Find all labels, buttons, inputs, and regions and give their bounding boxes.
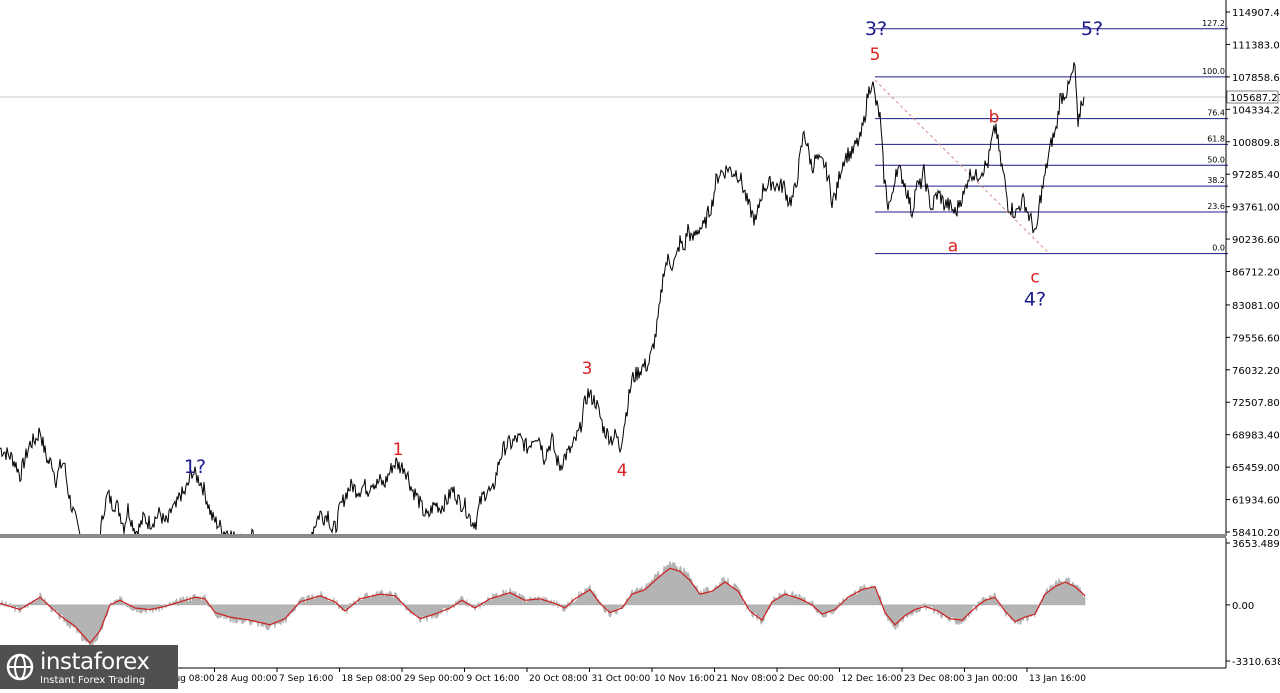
instaforex-logo: instaforex Instant Forex Trading — [0, 645, 178, 689]
time-tick-label: 3 Jan 00:00 — [967, 674, 1019, 684]
fib-level-label: 76.4 — [1207, 109, 1225, 118]
price-tick-label: 114907.40 — [1232, 8, 1280, 19]
price-tick-label: 100809.80 — [1232, 138, 1280, 149]
fib-level-label: 50.0 — [1207, 155, 1225, 164]
fib-level-label: 61.8 — [1207, 134, 1225, 143]
time-tick-label: 7 Sep 16:00 — [279, 674, 334, 684]
oscillator-axis-ticks: 3653.489 0.00 -3310.638 — [1226, 539, 1280, 668]
wave-label: 5 — [870, 45, 881, 65]
time-tick-label: 9 Oct 16:00 — [467, 674, 520, 684]
time-tick-label: 29 Sep 00:00 — [404, 674, 464, 684]
logo-text: instaforex — [40, 649, 150, 675]
price-tick-label: 58410.20 — [1232, 528, 1280, 539]
price-series — [0, 62, 1085, 534]
osc-tick-label: -3310.638 — [1232, 657, 1280, 668]
price-tick-label: 93761.00 — [1232, 203, 1280, 214]
time-tick-label: 31 Oct 00:00 — [592, 674, 651, 684]
price-tick-label: 83081.00 — [1232, 301, 1280, 312]
osc-tick-label: 0.00 — [1232, 601, 1254, 612]
fib-level-label: 100.0 — [1202, 67, 1225, 76]
current-price-tag — [1226, 90, 1279, 104]
time-tick-label: 12 Dec 16:00 — [842, 674, 903, 684]
panel-separator — [0, 534, 1226, 538]
globe-icon — [6, 653, 34, 681]
wave-label: a — [948, 236, 958, 256]
fib-level-label: 127.2 — [1202, 19, 1225, 28]
time-tick-label: 21 Nov 08:00 — [717, 674, 778, 684]
price-tick-label: 65459.00 — [1232, 463, 1280, 474]
wave-label: 1 — [393, 440, 404, 460]
price-tick-label: 72507.80 — [1232, 398, 1280, 409]
oscillator-histogram — [0, 560, 1086, 651]
time-tick-label: 17 Aug 08:00 — [154, 674, 215, 684]
osc-tick-label: 3653.489 — [1232, 539, 1280, 550]
logo-tagline: Instant Forex Trading — [40, 675, 146, 686]
price-tick-label: 90236.60 — [1232, 235, 1280, 246]
time-axis-ticks: 17 Aug 08:00 28 Aug 00:00 7 Sep 16:00 18 Se… — [151, 668, 1086, 684]
time-tick-label: 23 Dec 08:00 — [904, 674, 965, 684]
price-tick-label: 61934.60 — [1232, 496, 1280, 507]
price-tick-label: 111383.00 — [1232, 40, 1280, 51]
wave-label: 1? — [184, 456, 206, 478]
current-price-value: 105687.27 — [1230, 93, 1280, 104]
fib-level-label: 38.2 — [1207, 176, 1225, 185]
dashed-trend-line — [874, 79, 1049, 253]
time-tick-label: 20 Oct 08:00 — [529, 674, 588, 684]
price-tick-label: 107858.60 — [1232, 73, 1280, 84]
fib-level-label: 23.6 — [1207, 202, 1225, 211]
time-tick-label: 13 Jan 16:00 — [1029, 674, 1086, 684]
wave-label: 3 — [582, 359, 593, 379]
price-tick-label: 76032.20 — [1232, 366, 1280, 377]
wave-label: 5? — [1081, 18, 1103, 40]
wave-label: c — [1030, 268, 1039, 288]
price-tick-label: 104334.20 — [1232, 105, 1280, 116]
time-tick-label: 28 Aug 00:00 — [217, 674, 278, 684]
price-panel: 127.2 100.0 76.4 61.8 50.0 38.2 23.6 0.0 1 3 4 5 a b… — [0, 0, 1280, 539]
time-tick-label: 2 Dec 00:00 — [779, 674, 834, 684]
price-tick-label: 97285.40 — [1232, 170, 1280, 181]
fib-level-label: 0.0 — [1212, 244, 1225, 253]
price-tick-label: 79556.60 — [1232, 333, 1280, 344]
price-tick-label: 68983.40 — [1232, 431, 1280, 442]
oscillator-signal-line — [0, 567, 1086, 644]
wave-label: b — [989, 108, 1000, 128]
wave-label: 3? — [865, 18, 887, 40]
wave-labels: 1 3 4 5 a b c 1? 3? 4? 5? — [184, 18, 1103, 481]
price-tick-label: 86712.20 — [1232, 268, 1280, 279]
oscillator-panel: 3653.489 0.00 -3310.638 — [0, 538, 1280, 668]
time-tick-label: 10 Nov 16:00 — [654, 674, 715, 684]
time-tick-label: 18 Sep 08:00 — [342, 674, 402, 684]
wave-label: 4? — [1024, 289, 1046, 311]
wave-label: 4 — [617, 461, 628, 481]
price-axis-ticks: 114907.40 111383.00 107858.60 104334.20 1008… — [1226, 8, 1280, 539]
